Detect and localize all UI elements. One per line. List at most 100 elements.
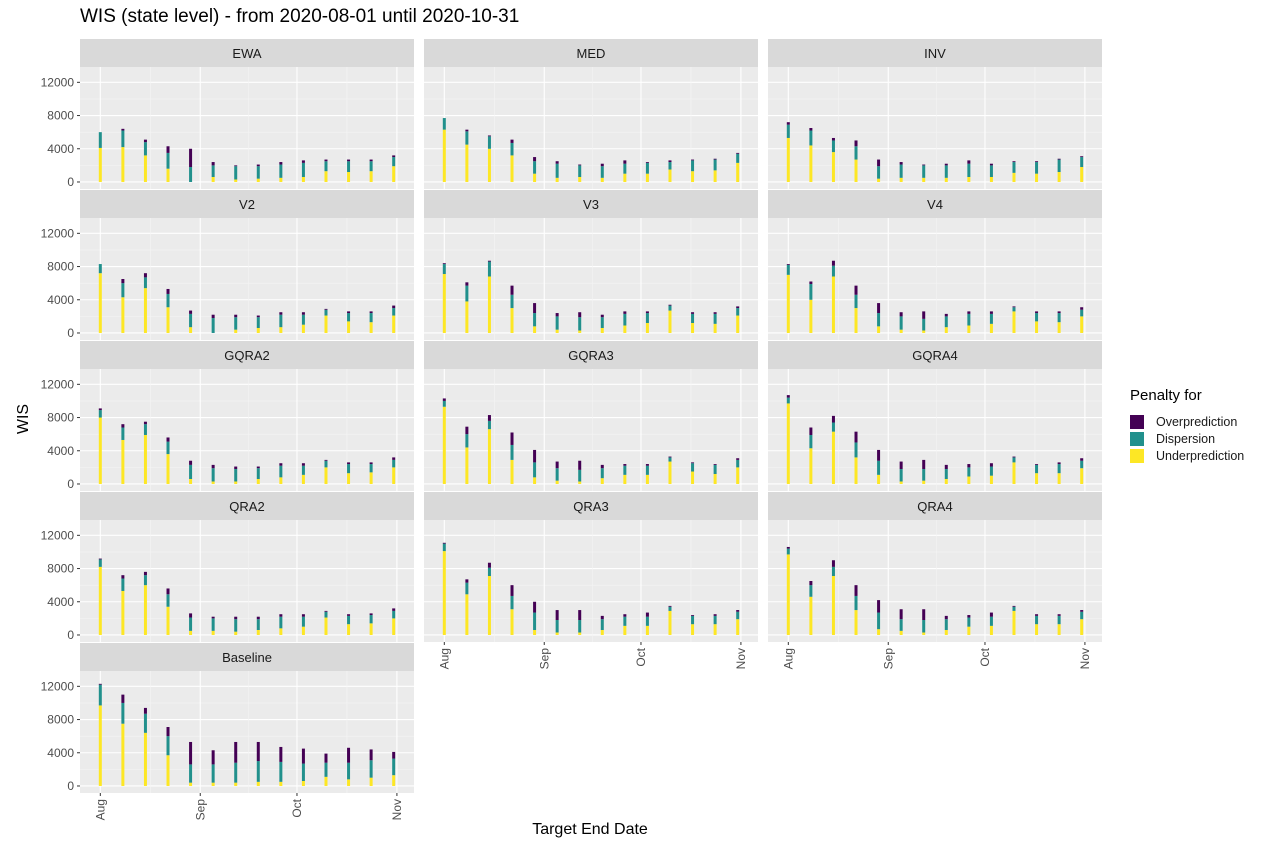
bar-overprediction xyxy=(668,160,672,163)
bar-dispersion xyxy=(736,308,740,316)
bar-overprediction xyxy=(465,129,469,132)
bar-underprediction xyxy=(121,297,125,333)
facet-v3: V3 xyxy=(424,190,758,340)
facet-strip xyxy=(424,492,758,520)
bar-dispersion xyxy=(234,619,238,632)
bar-underprediction xyxy=(1035,321,1039,333)
facet-strip xyxy=(80,341,414,369)
bar-underprediction xyxy=(1035,624,1039,635)
bar-underprediction xyxy=(143,434,147,484)
bar-overprediction xyxy=(189,613,193,618)
bar-dispersion xyxy=(668,162,672,170)
bar-underprediction xyxy=(465,594,469,635)
bar-underprediction xyxy=(623,625,627,635)
bar-overprediction xyxy=(578,610,582,621)
bar-dispersion xyxy=(533,313,537,327)
bar-overprediction xyxy=(944,163,948,166)
facet-panel xyxy=(80,67,414,189)
bar-underprediction xyxy=(392,315,396,333)
bar-overprediction xyxy=(1080,610,1084,612)
bar-overprediction xyxy=(121,128,125,131)
bar-overprediction xyxy=(623,160,627,164)
bar-dispersion xyxy=(465,434,469,448)
y-tick-label: 12000 xyxy=(41,75,75,89)
bar-underprediction xyxy=(533,326,537,333)
bar-underprediction xyxy=(786,137,790,182)
bar-underprediction xyxy=(713,624,717,635)
bar-overprediction xyxy=(809,128,813,131)
bar-overprediction xyxy=(211,314,215,319)
bar-underprediction xyxy=(347,779,351,786)
bar-dispersion xyxy=(1012,457,1016,463)
bar-overprediction xyxy=(189,741,193,765)
bar-underprediction xyxy=(877,178,881,182)
bar-dispersion xyxy=(922,469,926,481)
bar-underprediction xyxy=(736,315,740,333)
facet-panel xyxy=(768,67,1102,189)
bar-underprediction xyxy=(510,155,514,182)
bar-dispersion xyxy=(691,463,695,472)
bar-overprediction xyxy=(645,612,649,617)
bar-underprediction xyxy=(166,755,170,786)
bar-underprediction xyxy=(369,623,373,635)
bar-underprediction xyxy=(487,148,491,182)
bar-dispersion xyxy=(1035,313,1039,322)
bar-underprediction xyxy=(1035,473,1039,484)
facet-gqra3: GQRA3 xyxy=(424,341,758,491)
bar-dispersion xyxy=(922,165,926,178)
bar-underprediction xyxy=(301,176,305,182)
bar-underprediction xyxy=(922,330,926,333)
bar-underprediction xyxy=(1012,610,1016,635)
bar-overprediction xyxy=(347,462,351,465)
bar-dispersion xyxy=(555,620,559,633)
bar-dispersion xyxy=(1057,159,1061,173)
facet-strip xyxy=(80,190,414,218)
bar-dispersion xyxy=(347,464,351,474)
bar-underprediction xyxy=(1057,322,1061,333)
bar-dispersion xyxy=(691,313,695,324)
bar-overprediction xyxy=(899,312,903,317)
facet-strip-label: QRA4 xyxy=(917,499,952,514)
bar-overprediction xyxy=(967,615,971,618)
bar-underprediction xyxy=(465,301,469,333)
bar-overprediction xyxy=(369,159,373,162)
x-tick-label: Nov xyxy=(390,799,404,820)
bar-overprediction xyxy=(877,600,881,613)
bar-underprediction xyxy=(324,617,328,635)
bar-overprediction xyxy=(211,750,215,765)
bar-overprediction xyxy=(143,707,147,714)
bar-underprediction xyxy=(809,448,813,484)
bar-overprediction xyxy=(487,260,491,262)
bar-underprediction xyxy=(1012,462,1016,484)
bar-dispersion xyxy=(623,465,627,475)
bar-underprediction xyxy=(691,323,695,333)
bar-overprediction xyxy=(1035,161,1039,163)
bar-dispersion xyxy=(465,285,469,302)
bar-underprediction xyxy=(555,480,559,484)
bar-underprediction xyxy=(600,478,604,484)
bar-dispersion xyxy=(1012,307,1016,312)
bar-underprediction xyxy=(831,276,835,333)
bar-overprediction xyxy=(121,424,125,428)
bar-dispersion xyxy=(510,595,514,610)
bar-dispersion xyxy=(392,157,396,167)
bar-underprediction xyxy=(809,145,813,182)
bar-dispersion xyxy=(555,163,559,178)
bar-underprediction xyxy=(691,171,695,182)
bar-dispersion xyxy=(877,313,881,327)
legend-label-underprediction: Underprediction xyxy=(1156,448,1245,463)
facet-baseline: Baseline 0 4000 8000 12000 Aug Sep Oct Nov xyxy=(41,643,414,820)
bar-underprediction xyxy=(1057,473,1061,484)
bar-dispersion xyxy=(347,762,351,780)
bar-dispersion xyxy=(166,736,170,756)
facet-panel xyxy=(768,520,1102,642)
bar-dispersion xyxy=(578,469,582,482)
bar-dispersion xyxy=(121,427,125,440)
bar-underprediction xyxy=(98,147,102,182)
facet-strip-label: V4 xyxy=(927,197,943,212)
bar-dispersion xyxy=(98,264,102,274)
bar-overprediction xyxy=(533,601,537,613)
bar-overprediction xyxy=(736,458,740,460)
bar-underprediction xyxy=(301,474,305,484)
bar-overprediction xyxy=(324,753,328,763)
